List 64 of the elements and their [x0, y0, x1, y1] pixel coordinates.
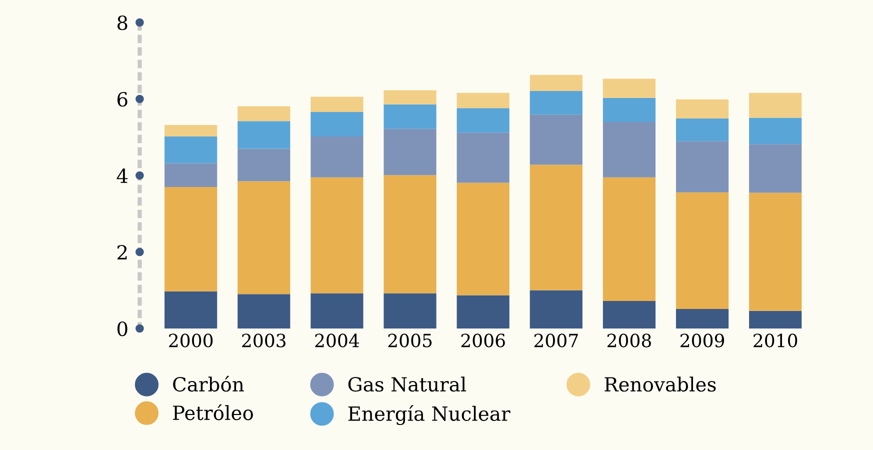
x-tick-label: 2010 — [754, 334, 798, 348]
bar — [602, 98, 656, 122]
bar — [164, 136, 218, 164]
bar — [602, 177, 656, 301]
bar — [456, 108, 510, 133]
bar — [384, 175, 436, 294]
bar — [310, 112, 364, 136]
bar — [749, 92, 802, 118]
x-tick-label: 2007 — [534, 334, 578, 348]
bar — [238, 181, 290, 294]
bar — [676, 141, 729, 192]
bar — [749, 192, 802, 311]
x-tick-label: 2006 — [461, 334, 505, 348]
x-tick-label: 2003 — [242, 334, 286, 348]
bar — [456, 92, 510, 108]
y-tick-label: 2 — [118, 244, 127, 260]
bar — [456, 182, 510, 296]
bar — [602, 122, 656, 178]
legend-label: Petróleo — [173, 404, 253, 420]
bar — [456, 295, 510, 328]
x-tick-label: 2005 — [388, 334, 432, 348]
bar — [310, 136, 364, 178]
bar — [164, 163, 218, 187]
bar — [676, 192, 729, 309]
bar — [456, 132, 510, 183]
bar — [238, 121, 290, 149]
bar — [310, 293, 364, 328]
legend-label: Energía Nuclear — [348, 405, 510, 426]
bar — [602, 300, 656, 328]
bar — [238, 294, 290, 328]
bar — [384, 90, 436, 104]
x-tick-label: 2000 — [169, 334, 213, 348]
bar — [602, 78, 656, 98]
bar — [749, 118, 802, 144]
bar — [310, 177, 364, 294]
x-tick-label: 2009 — [680, 334, 724, 348]
bar — [164, 125, 218, 136]
bar — [384, 104, 436, 129]
x-tick-label: 2008 — [607, 334, 651, 348]
y-tick-label: 4 — [116, 168, 128, 183]
bar — [530, 164, 582, 290]
bar — [676, 308, 729, 328]
legend-label: Renovables — [604, 376, 716, 392]
bar — [676, 118, 729, 142]
y-tick-label: 6 — [118, 92, 128, 107]
bar — [749, 310, 802, 328]
legend-label: Gas Natural — [348, 376, 466, 392]
bar — [238, 106, 290, 122]
bar — [384, 128, 436, 176]
bar — [530, 90, 582, 115]
bar — [530, 114, 582, 165]
y-tick-label: 8 — [118, 15, 128, 30]
y-tick-label: 0 — [117, 321, 128, 336]
legend-label: Carbón — [173, 376, 244, 392]
bar — [676, 99, 729, 119]
bar — [310, 96, 364, 112]
bar — [384, 293, 436, 328]
bar — [164, 291, 218, 328]
bar — [530, 290, 582, 328]
bar — [749, 144, 802, 193]
bar — [530, 74, 582, 91]
x-tick-label: 2004 — [315, 334, 360, 348]
bar — [238, 148, 290, 182]
bar — [164, 186, 218, 292]
